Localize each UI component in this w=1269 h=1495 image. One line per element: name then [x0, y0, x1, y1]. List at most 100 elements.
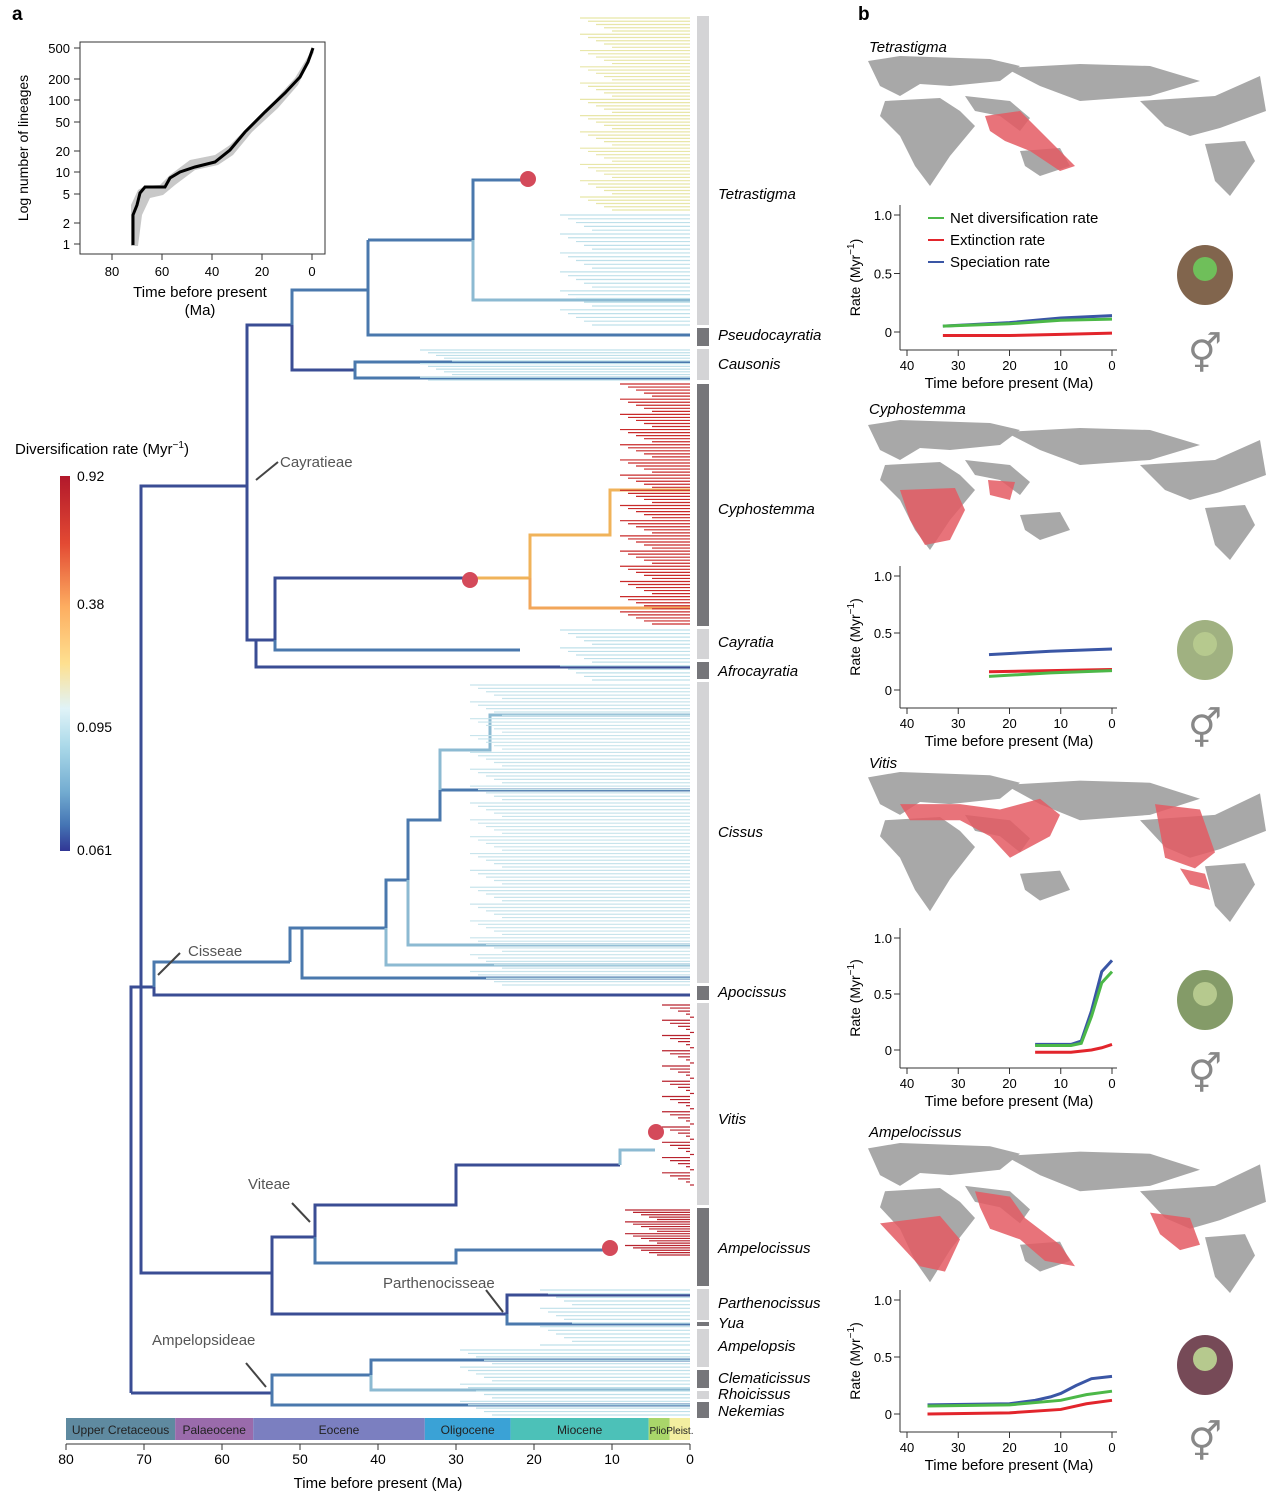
ltt-y-tick-label: 200	[48, 72, 70, 87]
ltt-xlabel-line2: (Ma)	[185, 302, 216, 319]
genus-label: Vitis	[718, 1111, 747, 1128]
colorbar-tick-0.095: 0.095	[77, 719, 112, 735]
genus-label: Rhoicissus	[718, 1386, 791, 1403]
arrow-viteae	[291, 1202, 311, 1223]
flower-photo-center	[1193, 257, 1217, 281]
panel-b-genus-rates: Tetrastigma 1.0 0.5 0 40 30 20 10 0 Time before p…	[846, 39, 1266, 1474]
ltt-y-tick-label: 20	[56, 144, 70, 159]
tribe-label-cayratieae: Cayratieae	[280, 454, 353, 471]
series-extinction	[988, 667, 1113, 674]
tree-branch	[353, 360, 690, 370]
rate-ylabel-sup: −1	[846, 243, 857, 255]
genus-distribution	[985, 111, 1075, 171]
epoch-band	[175, 1418, 254, 1440]
epoch-label: Upper Cretaceous	[72, 1423, 169, 1437]
map-landmass	[868, 420, 1020, 460]
epoch-label: Miocene	[557, 1423, 603, 1437]
genus-distribution	[900, 480, 1015, 545]
genus-bar	[697, 1402, 709, 1418]
map-landmass	[1140, 1164, 1266, 1229]
rate-x-tick-label: 0	[1108, 358, 1115, 373]
rate-x-tick-label: 40	[900, 1440, 914, 1455]
ltt-curve	[131, 47, 315, 245]
epoch-band	[510, 1418, 649, 1440]
rate-x-tick-label: 30	[951, 358, 965, 373]
map-landmass	[1005, 1151, 1200, 1192]
map-landmass	[880, 817, 975, 912]
epoch-band	[669, 1418, 690, 1440]
arrow-cayratieae	[255, 461, 279, 481]
distribution-area	[1155, 804, 1215, 869]
series-speciation	[1035, 959, 1114, 1046]
tree-branch	[353, 370, 690, 380]
map-landmass	[1005, 428, 1200, 465]
genus-panel: Tetrastigma 1.0 0.5 0 40 30 20 10 0 Time before p…	[846, 39, 1266, 392]
colorbar: Diversification rate (Myr−1) 0.92 0.38 0…	[15, 440, 189, 858]
colorbar-title: Diversification rate (Myr−1)	[15, 440, 189, 458]
series-net-diversification	[942, 317, 1113, 328]
flower-photo-center	[1193, 632, 1217, 656]
genus-bar	[697, 1391, 709, 1399]
legend-entry: Net diversification rate	[950, 210, 1098, 227]
map-landmass	[1005, 64, 1200, 101]
rate-ylabel: Rate (Myr−1)	[846, 239, 863, 317]
panel-label-a: a	[12, 4, 23, 25]
geological-timescale: Upper Cretaceous Palaeocene Eocene Oligocen…	[58, 1418, 694, 1467]
genus-bar	[697, 629, 709, 659]
genus-bar	[697, 682, 709, 983]
tree-x-tick-label: 60	[214, 1451, 230, 1467]
rate-shift-markers	[462, 171, 664, 1256]
rate-shift-dot	[648, 1124, 664, 1140]
rate-xlabel: Time before present (Ma)	[925, 1457, 1094, 1474]
epoch-label: Eocene	[319, 1423, 360, 1437]
genus-label: Ampelocissus	[717, 1240, 811, 1257]
map-landmass	[1205, 505, 1255, 560]
rate-x-tick-label: 30	[951, 1076, 965, 1091]
tree-branch	[270, 1163, 620, 1273]
epoch-band	[253, 1418, 425, 1440]
rate-ylabel-text: Rate (Myr	[847, 975, 863, 1037]
genus-label: Apocissus	[717, 984, 787, 1001]
genus-distribution	[880, 1191, 1200, 1272]
map-landmass	[1205, 863, 1255, 922]
rate-ylabel-end: )	[847, 1322, 863, 1327]
rate-ylabel-sup: −1	[846, 963, 857, 975]
map-landmass	[868, 56, 1020, 96]
genus-bar	[697, 1322, 709, 1326]
rate-xlabel: Time before present (Ma)	[925, 733, 1094, 750]
genus-label: Clematicissus	[718, 1370, 811, 1387]
rate-ylabel-sup: −1	[846, 602, 857, 614]
genus-bar	[697, 1329, 709, 1367]
genus-bar	[697, 1289, 709, 1320]
genus-label: Causonis	[718, 356, 781, 373]
tree-x-tick-label: 0	[686, 1451, 694, 1467]
distribution-area	[1180, 868, 1210, 890]
map-landmass	[1205, 141, 1255, 196]
sex-symbol-icon: ⚥	[1188, 1420, 1222, 1464]
genus-distribution	[900, 798, 1215, 890]
rate-x-tick-label: 0	[1108, 1076, 1115, 1091]
tree-branch	[470, 488, 690, 580]
rate-y-tick-label: 0.5	[874, 626, 892, 641]
tree-x-tick-label: 30	[448, 1451, 464, 1467]
epoch-label: Palaeocene	[183, 1423, 247, 1437]
genus-clade-bars: Tetrastigma Pseudocayratia Causonis Cyphost…	[697, 16, 821, 1420]
tree-x-tick-label: 20	[526, 1451, 542, 1467]
series-net-diversification	[1035, 970, 1114, 1048]
epoch-band	[424, 1418, 511, 1440]
rate-x-tick-label: 0	[1108, 1440, 1115, 1455]
tribe-label-viteae: Viteae	[248, 1176, 290, 1193]
distribution-area	[975, 1191, 1075, 1267]
epoch-band	[648, 1418, 670, 1440]
map-landmass	[1140, 440, 1266, 500]
world-map	[868, 56, 1266, 196]
ltt-y-tick-label: 1	[63, 237, 70, 252]
series-speciation	[988, 647, 1113, 657]
ltt-x-tick-label: 80	[105, 264, 119, 279]
rate-x-tick-label: 20	[1002, 1440, 1016, 1455]
rate-ylabel-text: Rate (Myr	[847, 254, 863, 316]
colorbar-tick-0.061: 0.061	[77, 842, 112, 858]
rate-x-tick-label: 10	[1054, 1076, 1068, 1091]
legend-entry: Speciation rate	[950, 254, 1050, 271]
